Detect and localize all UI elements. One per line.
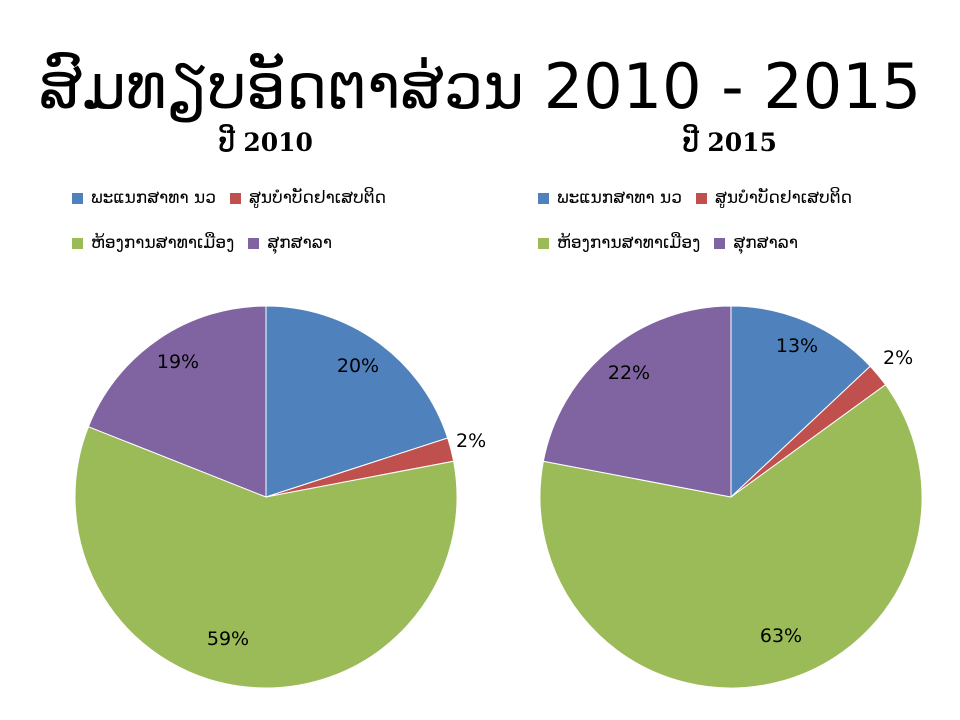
slide-title: ສົມທຽບອັດຕາສ່ວນ 2010 - 2015 bbox=[38, 50, 922, 123]
legend-label: ພະແນກສາທາ ນວ bbox=[557, 188, 682, 208]
data-label: 13% bbox=[776, 335, 818, 357]
data-label: 20% bbox=[337, 355, 379, 377]
legend-entry: ພະແນກສາທາ ນວ bbox=[538, 188, 682, 208]
data-label: 22% bbox=[608, 362, 650, 384]
legend-label: ພະແນກສາທາ ນວ bbox=[91, 188, 216, 208]
legend-2015: ພະແນກສາທາ ນວ ສູນບຳບັດຢາເສບຕິດ ຫ້ອງການສາທ… bbox=[538, 186, 960, 276]
legend-swatch bbox=[538, 237, 549, 249]
legend-label: ສຸກສາລາ bbox=[267, 233, 332, 253]
chart-title-2015: ປີ 2015 bbox=[683, 128, 777, 157]
legend-label: ສຸກສາລາ bbox=[733, 233, 798, 253]
data-label: 19% bbox=[157, 351, 199, 373]
data-label: 2% bbox=[883, 347, 913, 369]
legend-swatch bbox=[248, 237, 260, 249]
chart-title-2010: ປີ 2010 bbox=[219, 128, 313, 157]
legend-entry: ສຸກສາລາ bbox=[714, 233, 798, 253]
legend-entry: ສຸກສາລາ bbox=[248, 233, 332, 253]
district-office-slice bbox=[74, 426, 458, 689]
legend-entry: ສູນບຳບັດຢາເສບຕິດ bbox=[695, 188, 853, 208]
legend-label: ສູນບຳບັດຢາເສບຕິດ bbox=[714, 188, 853, 208]
legend-swatch bbox=[695, 192, 707, 204]
legend-label: ຫ້ອງການສາທາເມືອງ bbox=[91, 233, 235, 253]
legend-entry: ພະແນກສາທາ ນວ bbox=[72, 188, 216, 208]
legend-entry: ສູນບຳບັດຢາເສບຕິດ bbox=[229, 188, 387, 208]
district-office-slice bbox=[539, 384, 923, 689]
health-post-slice bbox=[542, 305, 732, 498]
dept-health-slice bbox=[730, 305, 871, 499]
legend-swatch bbox=[229, 192, 241, 204]
legend-entry: ຫ້ອງການສາທາເມືອງ bbox=[72, 233, 234, 253]
data-label: 2% bbox=[456, 430, 486, 452]
legend-swatch bbox=[538, 192, 549, 204]
legend-label: ຫ້ອງການສາທາເມືອງ bbox=[557, 233, 701, 253]
legend-swatch bbox=[714, 237, 726, 249]
dept-health-slice bbox=[265, 305, 449, 498]
health-post-slice bbox=[87, 305, 267, 498]
data-label: 63% bbox=[760, 625, 802, 647]
legend-2010: ພະແນກສາທາ ນວ ສູນບຳບັດຢາເສບຕິດ ຫ້ອງການສາທ… bbox=[72, 186, 512, 276]
legend-label: ສູນບຳບັດຢາເສບຕິດ bbox=[248, 188, 387, 208]
legend-swatch bbox=[72, 237, 83, 249]
legend-swatch bbox=[72, 192, 83, 204]
data-label: 59% bbox=[207, 628, 249, 650]
legend-entry: ຫ້ອງການສາທາເມືອງ bbox=[538, 233, 700, 253]
